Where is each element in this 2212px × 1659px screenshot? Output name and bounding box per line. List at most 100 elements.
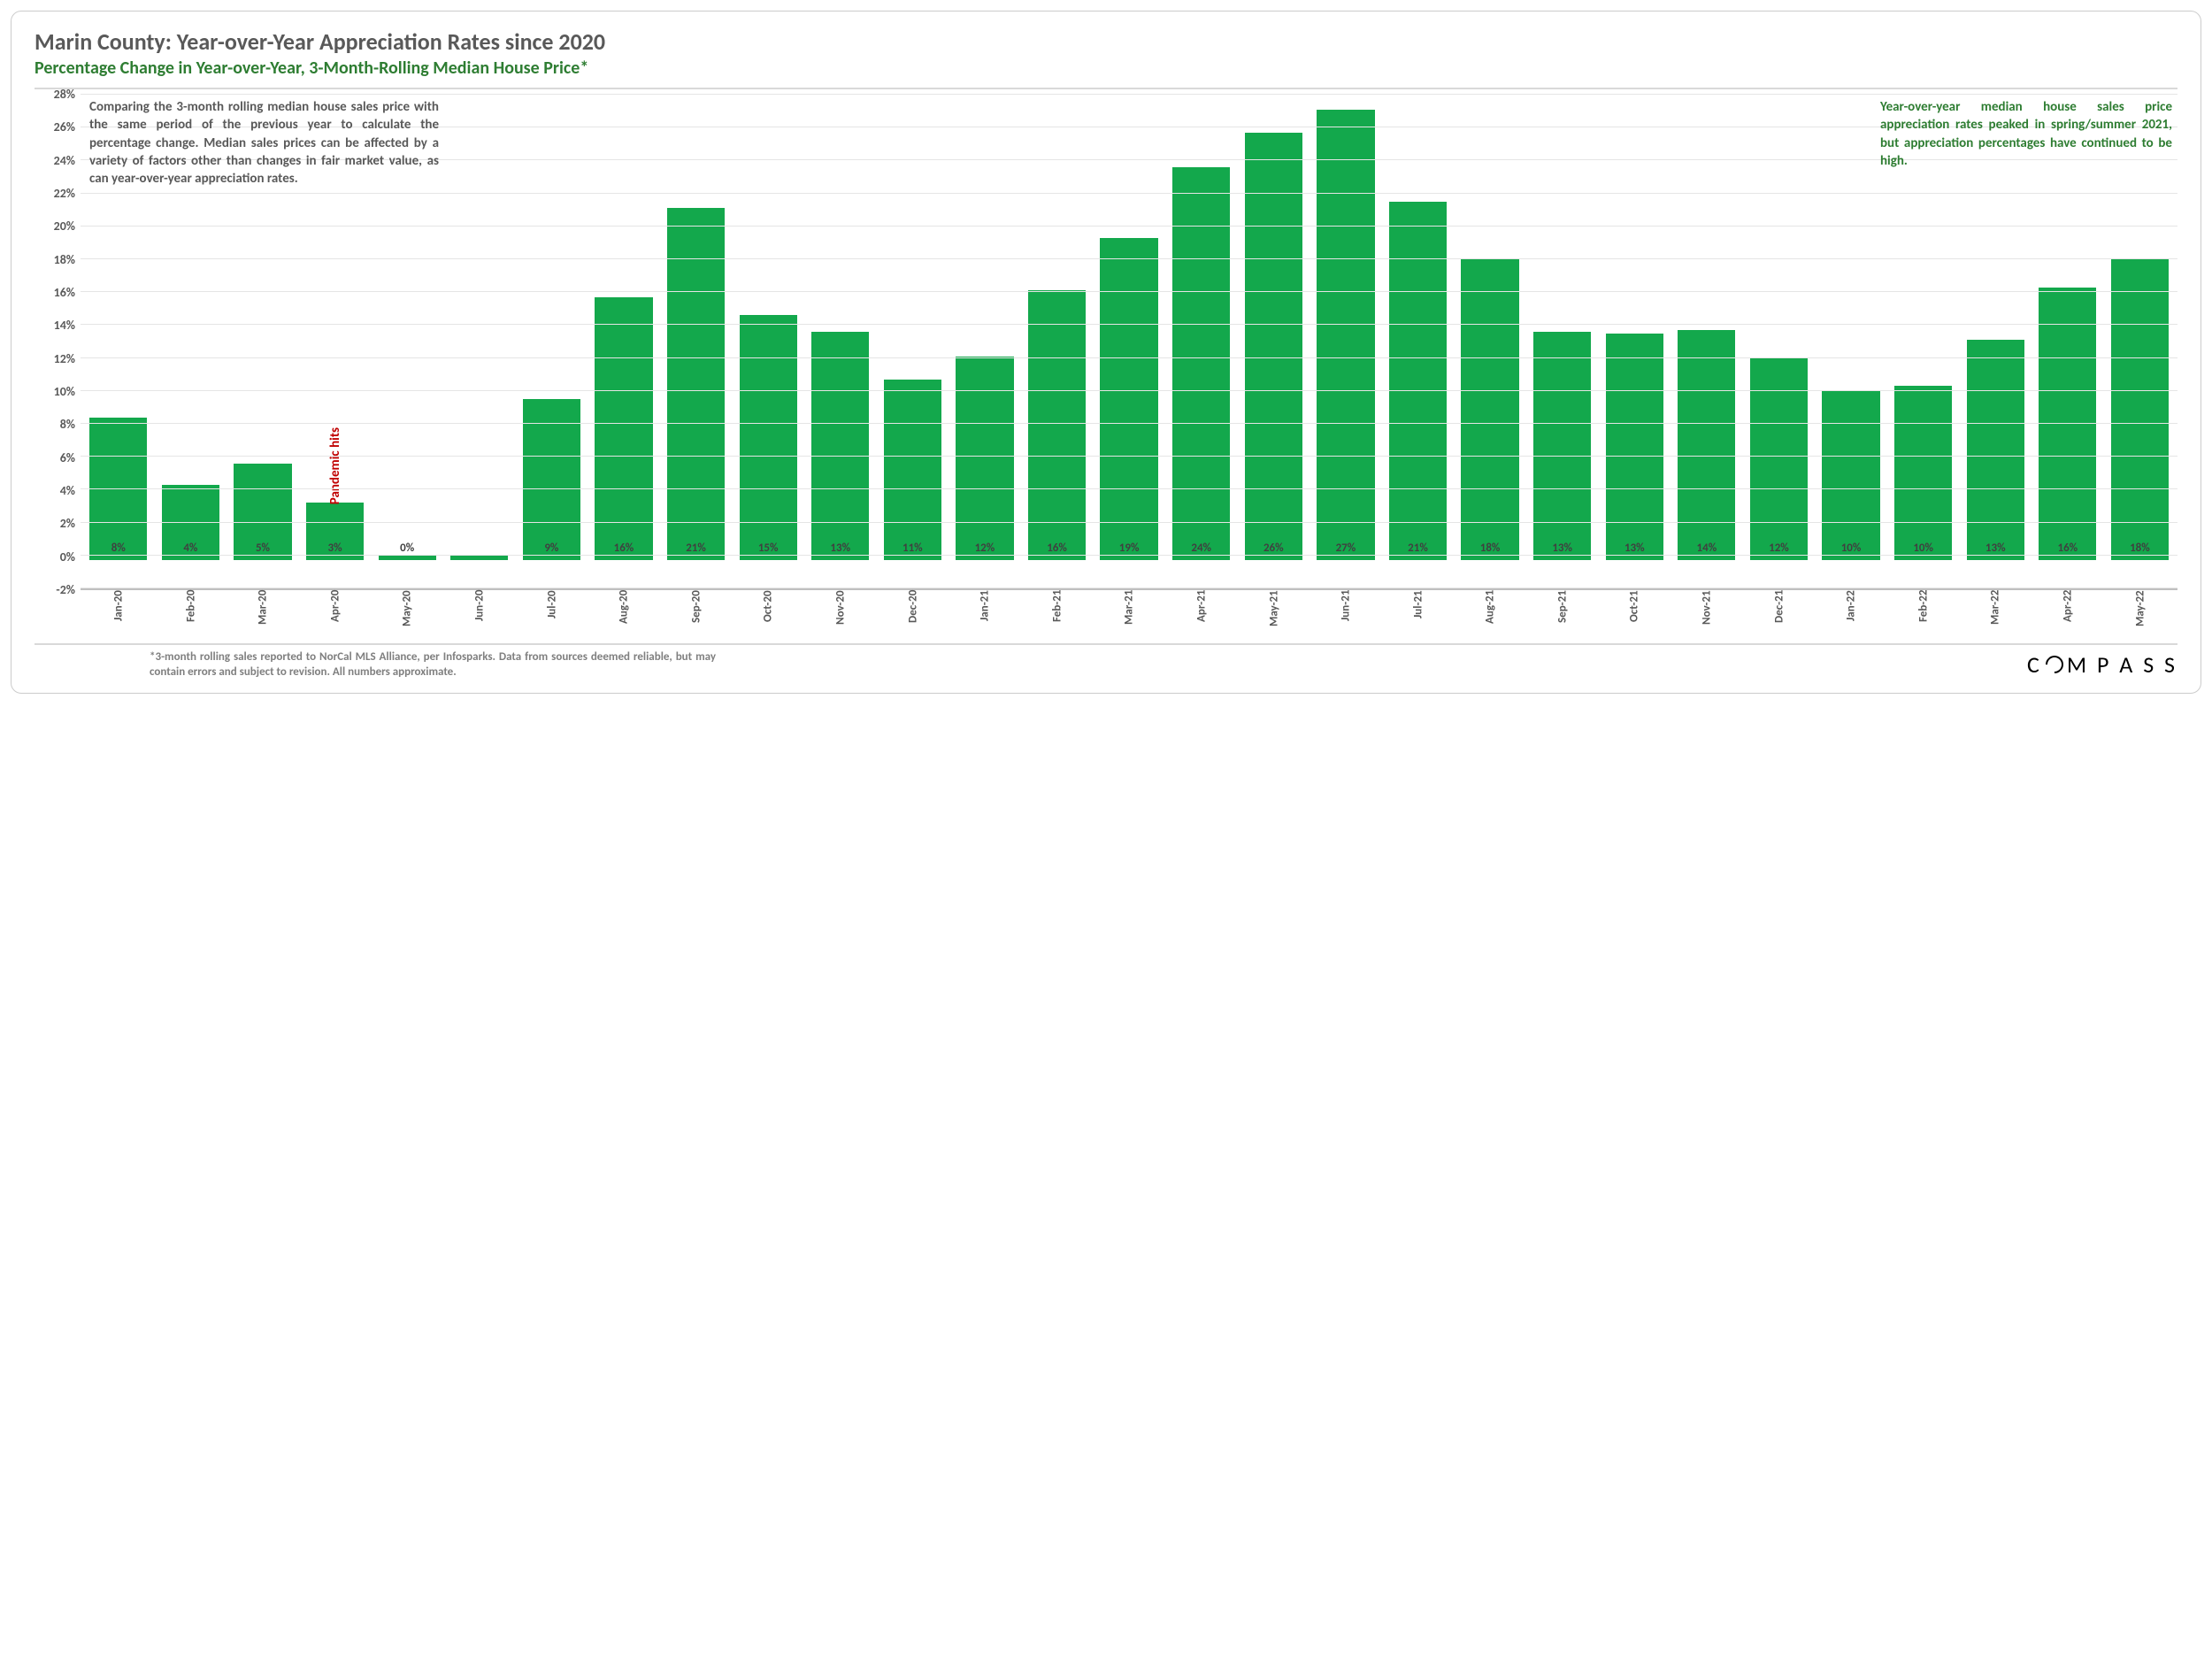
bar-stub	[884, 556, 941, 560]
x-tick-label: Dec-20	[877, 590, 949, 638]
bar-data-label: 4%	[155, 542, 227, 554]
logo-letters: M P A S S	[2067, 650, 2177, 679]
y-tick-label: 6%	[60, 452, 75, 465]
y-tick-label: 18%	[54, 254, 75, 266]
x-tick-label: Apr-20	[299, 590, 372, 638]
bar-slot: 13%	[1598, 95, 1671, 588]
bar-data-label: 13%	[804, 542, 877, 554]
bar	[740, 315, 797, 556]
bar-slot	[443, 95, 516, 588]
y-tick-label: 10%	[54, 386, 75, 398]
bar	[2111, 259, 2169, 556]
bar-data-label: 21%	[1382, 542, 1455, 554]
bar-data-label: 12%	[1743, 542, 1816, 554]
y-tick-label: 8%	[60, 419, 75, 431]
bar-stub	[1606, 556, 1663, 560]
bar-slot: 21%	[1382, 95, 1455, 588]
y-tick-label: 2%	[60, 518, 75, 530]
y-tick-label: 4%	[60, 485, 75, 497]
bar	[1894, 386, 1952, 556]
chart-subtitle: Percentage Change in Year-over-Year, 3-M…	[35, 58, 2177, 79]
bar-stub	[1028, 556, 1086, 560]
bar-stub	[1389, 556, 1447, 560]
gridline	[81, 258, 2177, 259]
bar-data-label: 19%	[1093, 542, 1165, 554]
bar-data-label: 14%	[1671, 542, 1743, 554]
bar-stub	[1245, 556, 1302, 560]
bar-slot: 13%	[1526, 95, 1599, 588]
x-tick-label: Mar-22	[1959, 590, 2032, 638]
x-tick-label: Mar-20	[227, 590, 299, 638]
x-tick-label: Jul-20	[516, 590, 588, 638]
bar-stub	[523, 556, 580, 560]
bar-stub	[956, 556, 1013, 560]
bar-stub	[306, 556, 364, 560]
bar-data-label: 26%	[1238, 542, 1310, 554]
bar-data-label: 15%	[732, 542, 804, 554]
x-tick-label: Jun-20	[443, 590, 516, 638]
y-tick-label: 22%	[54, 188, 75, 200]
bar-slot: 16%	[588, 95, 660, 588]
bar-data-label: 13%	[1959, 542, 2032, 554]
x-tick-label: Mar-21	[1093, 590, 1165, 638]
bar-slot: 14%	[1671, 95, 1743, 588]
bar-data-label: 11%	[877, 542, 949, 554]
gridline	[81, 522, 2177, 523]
x-tick-label: Jun-21	[1310, 590, 1382, 638]
bar-data-label: 27%	[1310, 542, 1382, 554]
logo-o-icon	[2042, 652, 2067, 677]
bar	[1245, 133, 1302, 556]
compass-logo: C M P A S S	[2027, 650, 2177, 679]
bar-slot: 15%	[732, 95, 804, 588]
bar-stub	[1678, 556, 1735, 560]
bar-slot: 13%	[804, 95, 877, 588]
bar-data-label: 21%	[660, 542, 733, 554]
y-tick-label: 14%	[54, 319, 75, 332]
gridline	[81, 193, 2177, 194]
x-tick-label: May-20	[371, 590, 443, 638]
bar-data-label: 10%	[1887, 542, 1960, 554]
x-tick-label: Dec-21	[1743, 590, 1816, 638]
bar-stub	[1967, 556, 2024, 560]
bar-slot: 12%	[1743, 95, 1816, 588]
bar-slot: 27%	[1310, 95, 1382, 588]
bar-stub	[1894, 556, 1952, 560]
gridline	[81, 324, 2177, 325]
x-axis: Jan-20Feb-20Mar-20Apr-20May-20Jun-20Jul-…	[81, 590, 2177, 638]
bar	[450, 556, 508, 561]
bar-data-label: 16%	[2032, 542, 2104, 554]
bar-slot: 21%	[660, 95, 733, 588]
bar-stub	[89, 556, 147, 560]
pandemic-annotation: Pandemic hits	[327, 427, 343, 504]
bar-data-label: 13%	[1598, 542, 1671, 554]
gridline	[81, 555, 2177, 556]
bar-stub	[667, 556, 725, 560]
y-tick-label: 16%	[54, 287, 75, 299]
bar	[1967, 340, 2024, 556]
x-tick-label: Feb-22	[1887, 590, 1960, 638]
annotation-left: Comparing the 3-month rolling median hou…	[89, 98, 439, 188]
logo-letter: C	[2027, 650, 2042, 679]
gridline	[81, 291, 2177, 292]
bar-data-label: 5%	[227, 542, 299, 554]
gridline	[81, 357, 2177, 358]
gridline	[81, 488, 2177, 489]
bar-slot: 10%	[1815, 95, 1887, 588]
bar-slot: 16%	[1021, 95, 1094, 588]
bar-stub	[1533, 556, 1591, 560]
y-tick-label: 20%	[54, 220, 75, 233]
bar-slot: 11%	[877, 95, 949, 588]
x-tick-label: Feb-20	[155, 590, 227, 638]
bar-data-label: 3%	[299, 542, 372, 554]
gridline	[81, 456, 2177, 457]
bar-slot: 19%	[1093, 95, 1165, 588]
y-tick-label: 24%	[54, 155, 75, 167]
x-tick-label: Apr-22	[2032, 590, 2104, 638]
bar-stub	[595, 556, 652, 560]
gridline	[81, 94, 2177, 95]
bar	[667, 208, 725, 555]
bar-stub	[162, 556, 219, 560]
bar-data-label: 0%	[371, 542, 443, 554]
footnote: *3-month rolling sales reported to NorCa…	[150, 650, 716, 680]
bar	[2039, 288, 2096, 556]
